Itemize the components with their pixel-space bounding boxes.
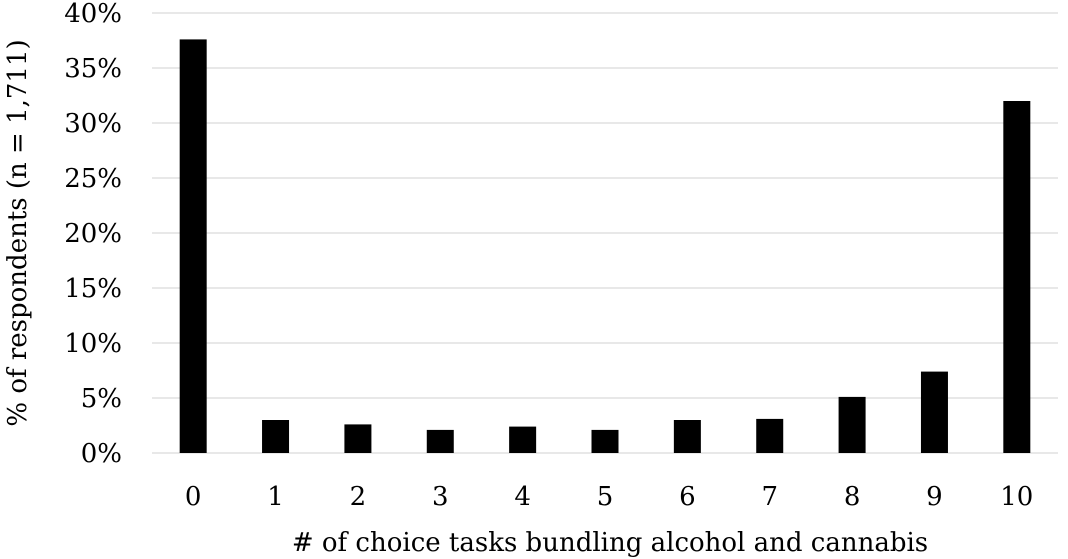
x-tick-label: 7 [761, 482, 778, 512]
x-tick-label: 9 [926, 482, 943, 512]
x-tick-label: 4 [514, 482, 531, 512]
y-tick-label: 25% [64, 164, 122, 194]
x-tick-label: 5 [597, 482, 614, 512]
bar-8 [838, 396, 866, 453]
y-tick-label: 30% [64, 109, 122, 139]
y-tick-label: 40% [64, 0, 122, 29]
y-tick-label: 5% [81, 384, 122, 414]
x-tick-label: 2 [350, 482, 367, 512]
bar-7 [756, 418, 784, 453]
x-tick-label: 6 [679, 482, 696, 512]
bar-4 [509, 426, 537, 453]
y-axis-title: % of respondents (n = 1,711) [3, 39, 33, 426]
y-tick-label: 10% [64, 329, 122, 359]
y-tick-label: 35% [64, 54, 122, 84]
x-tick-label: 1 [267, 482, 284, 512]
bar-5 [591, 429, 619, 453]
y-tick-label: 0% [81, 439, 122, 469]
bar-3 [426, 429, 454, 453]
x-tick-label: 0 [185, 482, 202, 512]
y-tick-label: 15% [64, 274, 122, 304]
bar-10 [1003, 101, 1031, 453]
x-tick-label: 10 [1000, 482, 1033, 512]
bars [179, 39, 1031, 454]
bar-0 [179, 39, 207, 454]
x-axis-title: # of choice tasks bundling alcohol and c… [292, 528, 928, 558]
bar-9 [920, 371, 948, 453]
x-axis-ticks: 0 1 2 3 4 5 6 7 8 9 10 [185, 482, 1033, 512]
bar-6 [673, 420, 701, 453]
x-tick-label: 8 [844, 482, 861, 512]
y-tick-label: 20% [64, 219, 122, 249]
y-axis-ticks: 0% 5% 10% 15% 20% 25% 30% 35% 40% [64, 0, 122, 469]
bar-2 [344, 424, 372, 453]
bar-1 [262, 420, 290, 453]
gridlines [152, 12, 1058, 454]
x-tick-label: 3 [432, 482, 449, 512]
